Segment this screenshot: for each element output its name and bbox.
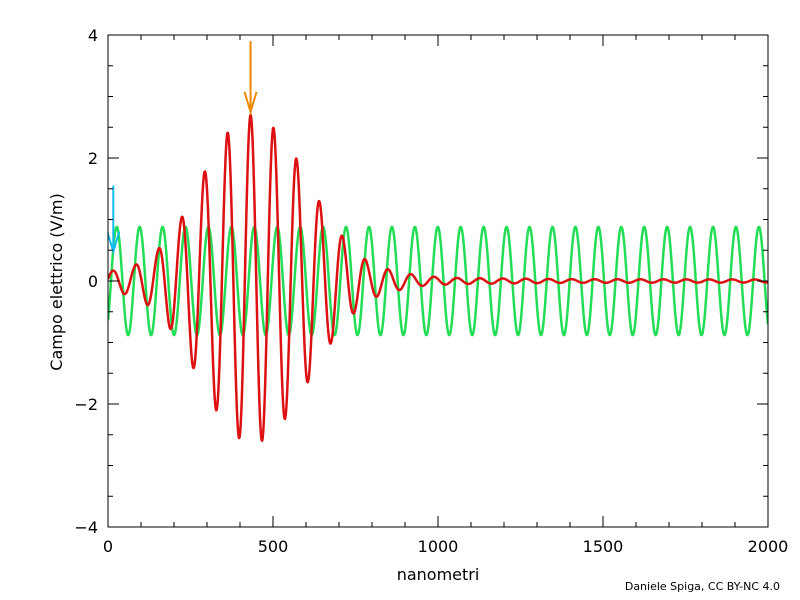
- y-tick-label: −4: [74, 518, 98, 537]
- x-tick-label: 1500: [583, 537, 624, 556]
- annotation-arrow-orange: [243, 41, 258, 116]
- x-tick-label: 2000: [748, 537, 789, 556]
- series-line-green: [108, 225, 768, 337]
- x-tick-label: 1000: [418, 537, 459, 556]
- credit-text: Daniele Spiga, CC BY-NC 4.0: [625, 580, 780, 593]
- y-tick-label: −2: [74, 395, 98, 414]
- plot-area: [108, 41, 768, 442]
- annotation-arrow-cyan: [108, 185, 121, 255]
- x-tick-label: 0: [103, 537, 113, 556]
- y-tick-label: 4: [88, 26, 98, 45]
- axes: 0 500 1000 1500 2000 −4 −2 0 2 4: [74, 26, 788, 556]
- y-tick-label: 0: [88, 272, 98, 291]
- y-axis-title: Campo elettrico (V/m): [47, 193, 66, 370]
- x-axis-title: nanometri: [397, 565, 480, 584]
- series-line-red: [108, 113, 768, 442]
- y-tick-label: 2: [88, 149, 98, 168]
- x-tick-label: 500: [258, 537, 289, 556]
